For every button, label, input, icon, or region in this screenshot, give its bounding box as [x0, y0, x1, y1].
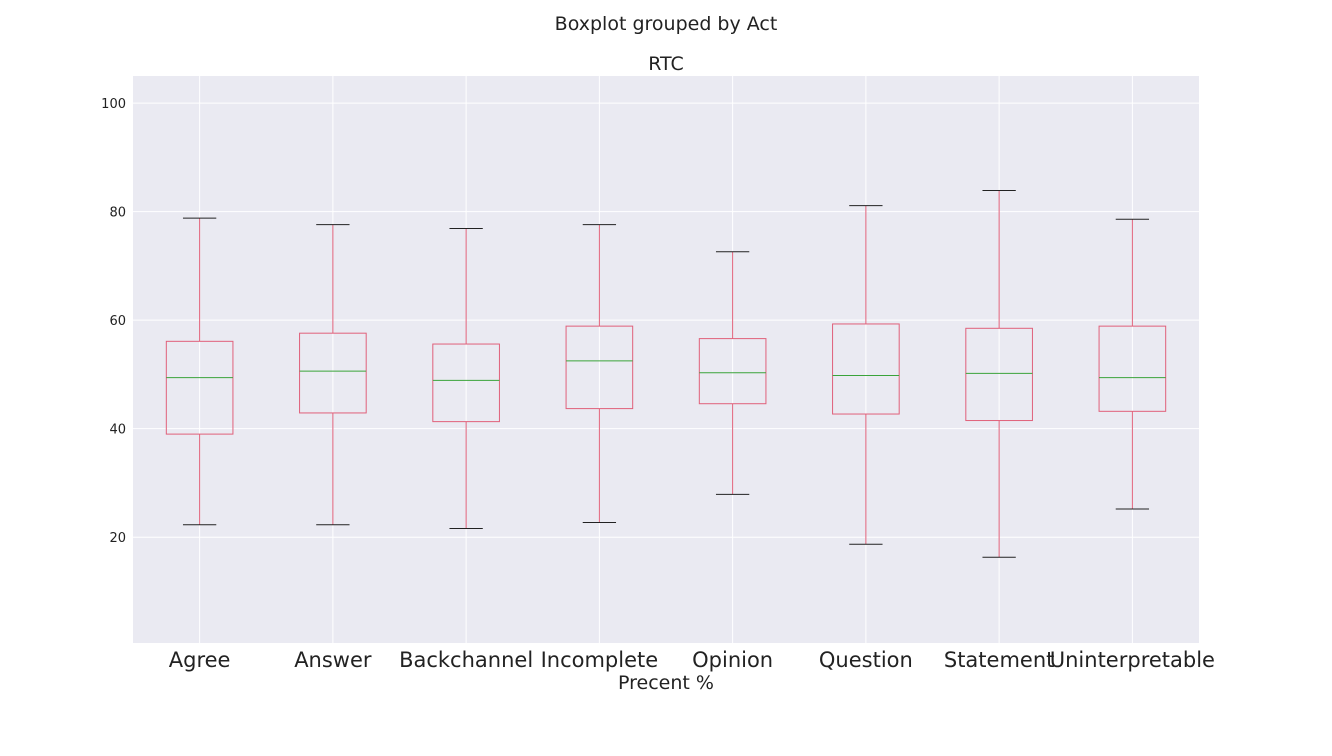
x-axis-label: Precent % [618, 672, 714, 694]
iqr-box [832, 323, 900, 415]
y-tick-label: 80 [109, 206, 126, 221]
box-group-answer [299, 224, 367, 526]
x-tick-label: Uninterpretable [1050, 648, 1215, 672]
x-tick-label: Incomplete [541, 648, 659, 672]
grid-layer [133, 76, 1199, 643]
boxes-layer [165, 189, 1167, 558]
box-group-question [832, 205, 900, 545]
x-tick-label: Backchannel [399, 648, 533, 672]
x-tick-label: Answer [294, 648, 372, 672]
y-tick-label: 20 [109, 531, 126, 546]
iqr-box [165, 340, 234, 435]
box-group-agree [165, 217, 234, 526]
x-tick-label: Opinion [692, 648, 773, 672]
box-group-opinion [698, 251, 767, 495]
plot-area [133, 76, 1199, 643]
x-tick-label: Agree [169, 648, 231, 672]
iqr-box [565, 325, 634, 410]
x-tick-label: Question [819, 648, 913, 672]
y-tick-label: 60 [109, 314, 126, 329]
chart-suptitle: Boxplot grouped by Act [555, 13, 778, 35]
box-group-backchannel [432, 227, 500, 530]
y-tick-label: 40 [109, 423, 126, 438]
iqr-box [299, 332, 367, 414]
y-tick-labels: 20 40 60 80 100 [101, 97, 126, 546]
box-group-uninterpretable [1098, 218, 1167, 510]
x-tick-label: Statement [944, 648, 1055, 672]
iqr-box [1098, 325, 1167, 412]
iqr-box [965, 327, 1033, 422]
box-group-statement [965, 189, 1033, 558]
chart-title: RTC [648, 53, 684, 75]
x-tick-labels: Agree Answer Backchannel Incomplete Opinion Q… [169, 648, 1215, 672]
y-tick-label: 100 [101, 97, 126, 112]
iqr-box [698, 338, 767, 405]
box-group-incomplete [565, 224, 634, 524]
iqr-box [432, 343, 500, 423]
